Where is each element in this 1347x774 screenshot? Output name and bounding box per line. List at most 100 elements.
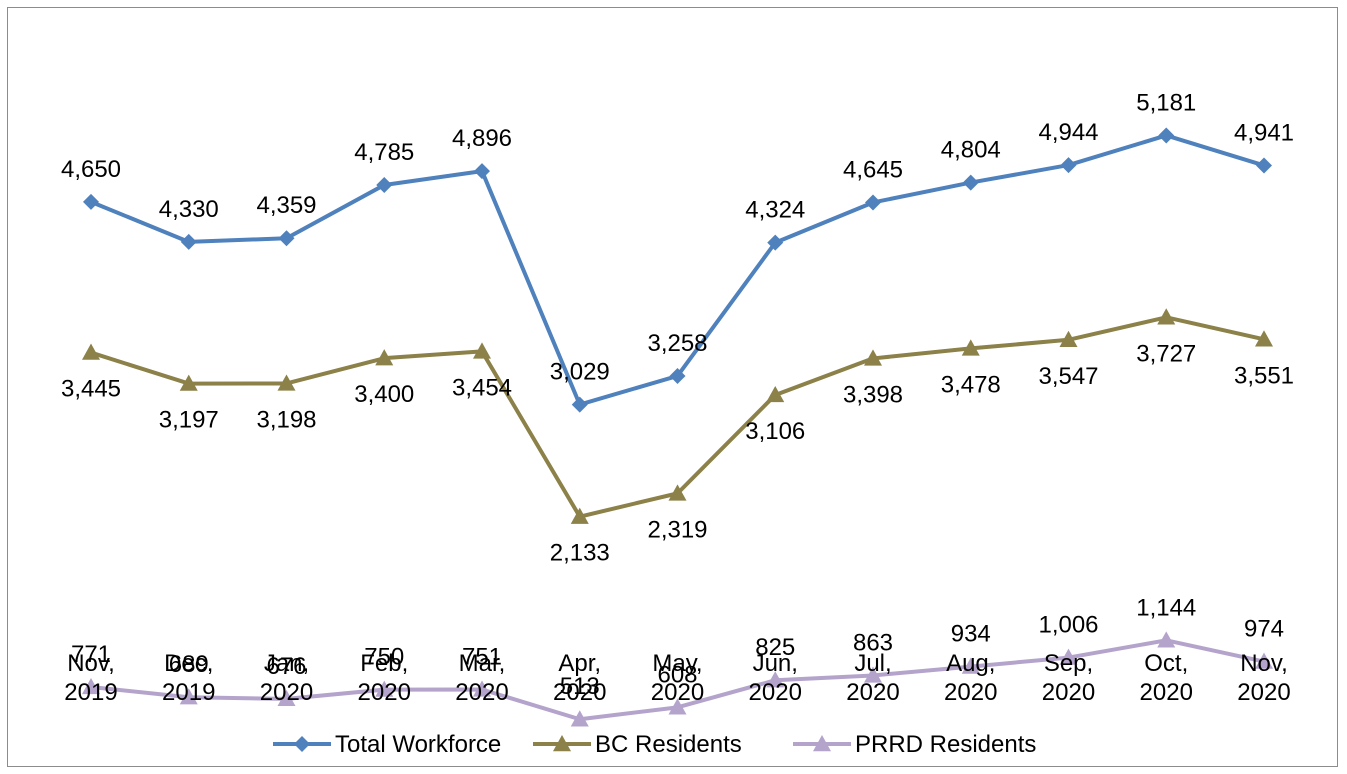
data-label-0-5: 3,029 [550,359,610,386]
data-point-1-5 [570,507,589,524]
data-label-2-7: 825 [755,634,795,661]
data-point-1-8 [864,349,882,366]
data-point-0-7 [767,234,784,251]
x-tick-label-0-0: Nov, [67,650,115,677]
data-point-2-1 [179,688,198,705]
data-label-2-1: 689 [169,651,209,678]
x-tick-label-0-1: 2019 [64,679,117,706]
data-label-2-10: 1,006 [1038,612,1098,639]
data-label-1-7: 3,106 [745,418,805,445]
data-point-2-10 [1059,648,1078,665]
series-markers [82,127,1273,727]
x-tick-label-9-0: Aug, [946,650,995,677]
data-point-0-11 [1158,127,1175,144]
data-label-2-5: 513 [560,673,600,700]
data-label-1-10: 3,547 [1038,363,1098,390]
x-tick-label-3-1: 2020 [358,679,411,706]
data-point-0-0 [83,193,99,210]
data-point-2-6 [668,698,687,715]
data-point-2-8 [864,666,882,683]
data-point-0-9 [962,174,979,191]
data-point-2-7 [766,671,785,688]
data-point-2-0 [82,677,100,695]
data-label-1-12: 3,551 [1234,362,1294,389]
data-point-1-9 [961,339,980,356]
data-label-1-4: 3,454 [452,374,512,401]
x-tick-label-10-1: 2020 [1042,679,1095,706]
data-point-1-1 [179,374,198,391]
data-point-0-1 [180,233,197,250]
data-label-1-6: 2,319 [647,516,707,543]
x-tick-label-6-0: May, [652,650,702,677]
x-tick-label-2-0: Jan, [264,650,309,677]
x-axis-tick-labels: Nov,2019Dec,2019Jan,2020Feb,2020Mar,2020… [64,650,1290,706]
x-tick-label-11-0: Oct, [1144,650,1188,677]
legend-marker-0 [294,736,310,752]
data-point-1-11 [1157,308,1176,325]
data-label-2-3: 750 [364,644,404,671]
data-label-2-8: 863 [853,629,893,656]
data-label-2-12: 974 [1244,616,1284,643]
data-label-2-11: 1,144 [1136,594,1196,621]
legend-marker-1 [553,735,571,752]
legend-label-2: PRRD Residents [855,731,1036,758]
data-point-1-6 [668,484,687,501]
x-tick-label-11-1: 2020 [1140,679,1193,706]
x-tick-label-2-1: 2020 [260,679,313,706]
data-label-0-7: 4,324 [745,197,805,224]
data-point-2-9 [961,657,980,674]
data-label-1-3: 3,400 [354,381,414,408]
data-label-0-1: 4,330 [159,196,219,223]
data-point-1-2 [277,374,296,391]
data-label-0-4: 4,896 [452,125,512,152]
data-point-1-3 [375,349,394,366]
x-tick-label-3-0: Feb, [360,650,408,677]
x-tick-label-8-1: 2020 [846,679,899,706]
data-point-1-10 [1059,330,1078,347]
legend-marker-2 [813,735,831,752]
data-point-0-12 [1256,157,1272,174]
data-label-0-6: 3,258 [647,330,707,357]
x-tick-label-8-0: Jul, [854,650,891,677]
data-labels: 4,650 4,330 4,359 4,785 4,896 3,029 3,258 4,324… [61,89,1294,700]
data-point-2-3 [375,680,394,697]
legend: Total Workforce BC Residents PRRD Resident… [273,731,1036,758]
data-point-0-10 [1060,157,1077,174]
data-label-0-12: 4,941 [1234,119,1294,146]
data-point-0-6 [669,367,686,384]
data-label-1-2: 3,198 [256,406,316,433]
data-label-0-2: 4,359 [256,192,316,219]
data-point-1-7 [766,385,785,403]
data-label-2-0: 771 [71,641,111,668]
x-tick-label-5-1: 2020 [553,679,606,706]
legend-label-0: Total Workforce [335,731,501,758]
data-point-2-2 [277,689,296,707]
data-point-0-8 [865,194,881,211]
x-tick-label-10-0: Sep, [1044,650,1093,677]
data-label-1-11: 3,727 [1136,340,1196,367]
data-label-2-6: 608 [657,661,697,688]
data-point-0-4 [474,163,490,180]
data-label-2-4: 751 [462,643,502,670]
data-label-0-3: 4,785 [354,139,414,166]
data-point-0-3 [376,176,393,193]
x-tick-label-9-1: 2020 [944,679,997,706]
x-tick-label-1-0: Dec, [164,650,213,677]
data-point-1-12 [1255,330,1273,347]
data-label-1-0: 3,445 [61,376,121,403]
chart-frame: 4,650 4,330 4,359 4,785 4,896 3,029 3,258 4,324… [7,7,1338,767]
data-label-1-1: 3,197 [159,407,219,434]
data-point-2-11 [1157,631,1176,648]
data-point-2-5 [570,710,589,727]
data-label-2-9: 934 [951,621,991,648]
data-label-2-2: 676 [266,653,306,680]
x-tick-label-7-1: 2020 [749,679,802,706]
legend-label-1: BC Residents [595,731,742,758]
x-tick-label-4-1: 2020 [455,679,508,706]
data-point-0-5 [571,396,588,413]
x-tick-label-12-0: Nov, [1240,650,1288,677]
x-tick-label-1-1: 2019 [162,679,215,706]
data-point-1-4 [473,342,491,359]
data-point-2-12 [1255,652,1273,669]
data-label-1-9: 3,478 [941,371,1001,398]
